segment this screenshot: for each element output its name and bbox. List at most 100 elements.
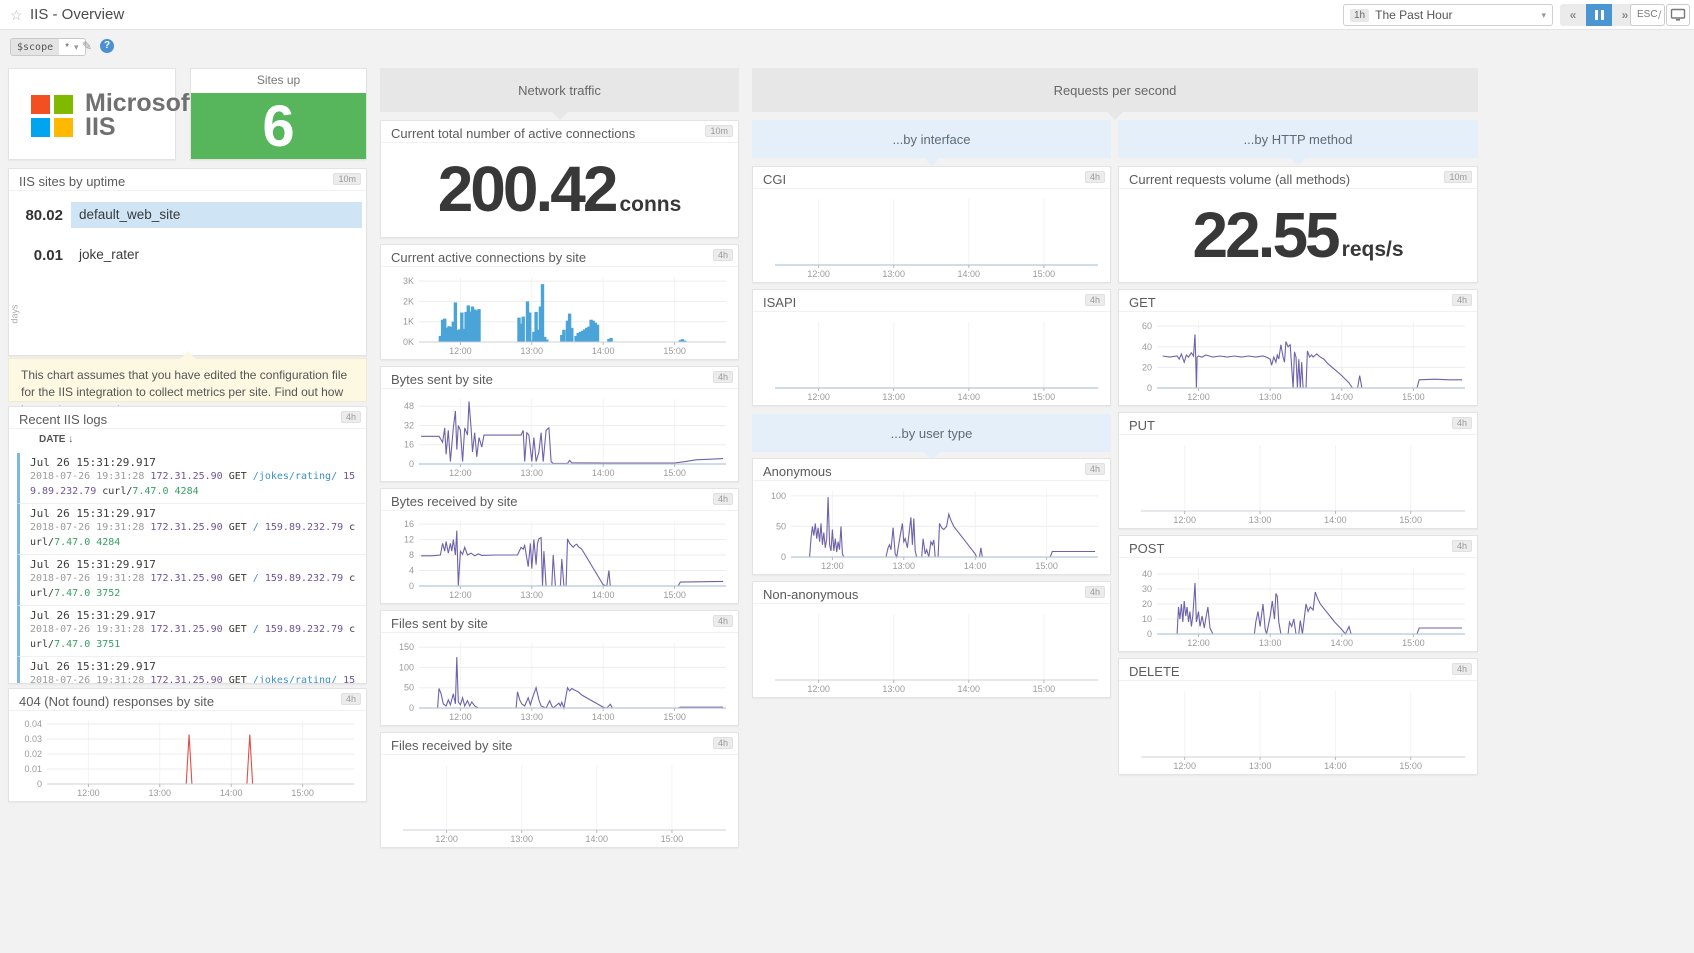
rewind-button[interactable]: « [1560, 4, 1586, 26]
sites-up-value: 6 [262, 93, 295, 159]
anonymous-chart[interactable]: 0 50 100 12:00 13:00 14:00 15:00 [757, 485, 1106, 572]
panel-isapi: ISAPI 4h 12:00 13:00 14:00 15:00 [752, 289, 1111, 406]
panel-title: PUT [1129, 418, 1155, 433]
panel-non-anonymous: Non-anonymous 4h 12:00 13:00 14:00 15:00 [752, 581, 1111, 698]
get-chart[interactable]: 0 20 40 60 12:00 13:00 14:00 15:00 [1123, 316, 1473, 403]
svg-text:150: 150 [399, 642, 414, 652]
panel-title: Current active connections by site [391, 250, 587, 265]
panel-anonymous: Anonymous 4h 0 50 100 12:00 13:00 14:00 15:00 [752, 458, 1111, 575]
fullscreen-button[interactable] [1666, 4, 1690, 26]
svg-text:15:00: 15:00 [291, 788, 314, 798]
panel-connections-by-site: Current active connections by site 4h 0K… [380, 244, 739, 360]
log-row[interactable]: Jul 26 15:31:29.917 2018-07-26 19:31:28 1… [17, 453, 366, 503]
panel-files-received: Files received by site 4h 12:00 13:00 14:0… [380, 732, 739, 848]
sites-up-tile[interactable]: 6 [191, 93, 366, 159]
svg-text:0: 0 [409, 581, 414, 591]
scope-variable-name: $scope [11, 39, 60, 55]
404-responses-chart[interactable]: 0 0.01 0.02 0.03 0.04 12:00 13:00 14:00 15:00 [13, 715, 362, 799]
help-icon[interactable]: ? [100, 39, 114, 53]
log-row[interactable]: Jul 26 15:31:29.917 2018-07-26 19:31:28 1… [17, 554, 366, 605]
subgroup-header-by-interface: ...by interface [752, 120, 1111, 166]
scope-variable-value: * ▾ [59, 39, 85, 55]
cgi-chart[interactable]: 12:00 13:00 14:00 15:00 [757, 193, 1106, 280]
svg-text:12:00: 12:00 [449, 712, 472, 722]
put-chart[interactable]: 12:00 13:00 14:00 15:00 [1123, 439, 1473, 526]
svg-text:12:00: 12:00 [1173, 515, 1196, 525]
svg-text:100: 100 [771, 491, 786, 501]
delete-chart[interactable]: 12:00 13:00 14:00 15:00 [1123, 685, 1473, 772]
svg-text:20: 20 [1142, 599, 1152, 609]
time-range-select[interactable]: 1h The Past Hour ▾ [1343, 4, 1553, 26]
logs-date-column-header[interactable]: DATE ↓ [39, 434, 74, 445]
requests-volume-value: 22.55 reqs/s [1192, 198, 1404, 271]
panel-requests-volume: Current requests volume (all methods) 10… [1118, 166, 1478, 283]
log-row[interactable]: Jul 26 15:31:29.917 2018-07-26 19:31:28 1… [17, 605, 366, 656]
pause-button[interactable] [1586, 4, 1612, 26]
svg-text:14:00: 14:00 [586, 834, 609, 844]
panel-sites-up: Sites up 6 [190, 68, 367, 160]
uptime-toplist: 80.02 default_web_site 0.01 joke_rater [9, 201, 362, 281]
svg-text:16: 16 [404, 519, 414, 529]
svg-text:14:00: 14:00 [592, 712, 615, 722]
panel-delete: DELETE 4h 12:00 13:00 14:00 15:00 [1118, 658, 1478, 775]
bytes-received-chart[interactable]: 0 4 8 12 16 12:00 13:00 14:00 15:00 [385, 515, 734, 601]
isapi-chart[interactable]: 12:00 13:00 14:00 15:00 [757, 316, 1106, 403]
svg-text:13:00: 13:00 [149, 788, 172, 798]
favorite-star-icon[interactable]: ☆ [10, 7, 23, 23]
timeframe-badge: 4h [1451, 417, 1472, 429]
active-connections-value: 200.42 conns [437, 153, 682, 225]
svg-text:14:00: 14:00 [1324, 761, 1347, 771]
scope-variable-chip[interactable]: $scope * ▾ [10, 38, 86, 56]
log-row[interactable]: Jul 26 15:31:29.917 2018-07-26 19:31:28 1… [17, 656, 366, 683]
svg-text:13:00: 13:00 [893, 561, 916, 571]
panel-title: Current requests volume (all methods) [1129, 172, 1351, 187]
timeframe-badge: 4h [1084, 171, 1105, 183]
toplist-row[interactable]: 0.01 joke_rater [33, 246, 140, 264]
svg-text:2K: 2K [403, 296, 414, 306]
svg-text:14:00: 14:00 [592, 468, 615, 478]
timeframe-badge: 4h [712, 737, 733, 749]
svg-text:12:00: 12:00 [807, 684, 830, 694]
timeframe-badge: 4h [1451, 663, 1472, 675]
non-anonymous-chart[interactable]: 12:00 13:00 14:00 15:00 [757, 608, 1106, 695]
svg-text:0: 0 [409, 459, 414, 469]
toplist-row[interactable]: 80.02 default_web_site [9, 201, 362, 229]
files-sent-chart[interactable]: 0 50 100 150 12:00 13:00 14:00 15:00 [385, 637, 734, 723]
bytes-sent-chart[interactable]: 0 16 32 48 12:00 13:00 14:00 15:00 [385, 393, 734, 479]
panel-title: 404 (Not found) responses by site [19, 694, 215, 709]
svg-text:12: 12 [404, 535, 414, 545]
panel-sites-by-uptime: IIS sites by uptime 10m 80.02 default_web… [8, 168, 367, 356]
svg-text:12:00: 12:00 [807, 269, 830, 279]
panel-title: POST [1129, 541, 1165, 556]
svg-text:10: 10 [1142, 614, 1152, 624]
playback-controls: « » [1560, 4, 1638, 26]
svg-text:50: 50 [404, 683, 414, 693]
panel-title: Bytes received by site [391, 494, 518, 509]
svg-text:40: 40 [1142, 569, 1152, 579]
svg-text:13:00: 13:00 [521, 346, 544, 356]
svg-text:0.02: 0.02 [24, 749, 42, 759]
svg-text:13:00: 13:00 [510, 834, 533, 844]
log-row[interactable]: Jul 26 15:31:29.917 2018-07-26 19:31:28 1… [17, 503, 366, 554]
post-chart[interactable]: 0 10 20 30 40 12:00 13:00 14:00 15:00 [1123, 562, 1473, 649]
connections-by-site-chart[interactable]: 0K 1K 2K 3K 12:00 13:00 14:00 15:00 [385, 271, 734, 357]
edit-pencil-icon[interactable]: ✎ [82, 39, 93, 53]
svg-text:12:00: 12:00 [807, 392, 830, 402]
panel-post: POST 4h 0 10 20 30 40 12:00 13:00 14:00 15:00 [1118, 535, 1478, 652]
esc-button[interactable]: ESC [1630, 4, 1665, 26]
svg-text:15:00: 15:00 [663, 346, 686, 356]
timeframe-badge: 4h [1084, 463, 1105, 475]
svg-text:15:00: 15:00 [1035, 561, 1058, 571]
panel-title: IIS sites by uptime [19, 174, 126, 189]
svg-text:12:00: 12:00 [77, 788, 100, 798]
group-header-network-traffic: Network traffic [380, 68, 739, 120]
timeframe-badge: 10m [333, 173, 361, 185]
svg-text:13:00: 13:00 [1249, 515, 1272, 525]
svg-text:13:00: 13:00 [882, 269, 905, 279]
svg-text:14:00: 14:00 [1331, 392, 1354, 402]
time-range-label: The Past Hour [1375, 8, 1453, 22]
subgroup-header-by-user-type: ...by user type [752, 414, 1111, 460]
files-received-chart[interactable]: 12:00 13:00 14:00 15:00 [385, 759, 734, 845]
svg-text:32: 32 [404, 421, 414, 431]
svg-text:13:00: 13:00 [1259, 638, 1282, 648]
